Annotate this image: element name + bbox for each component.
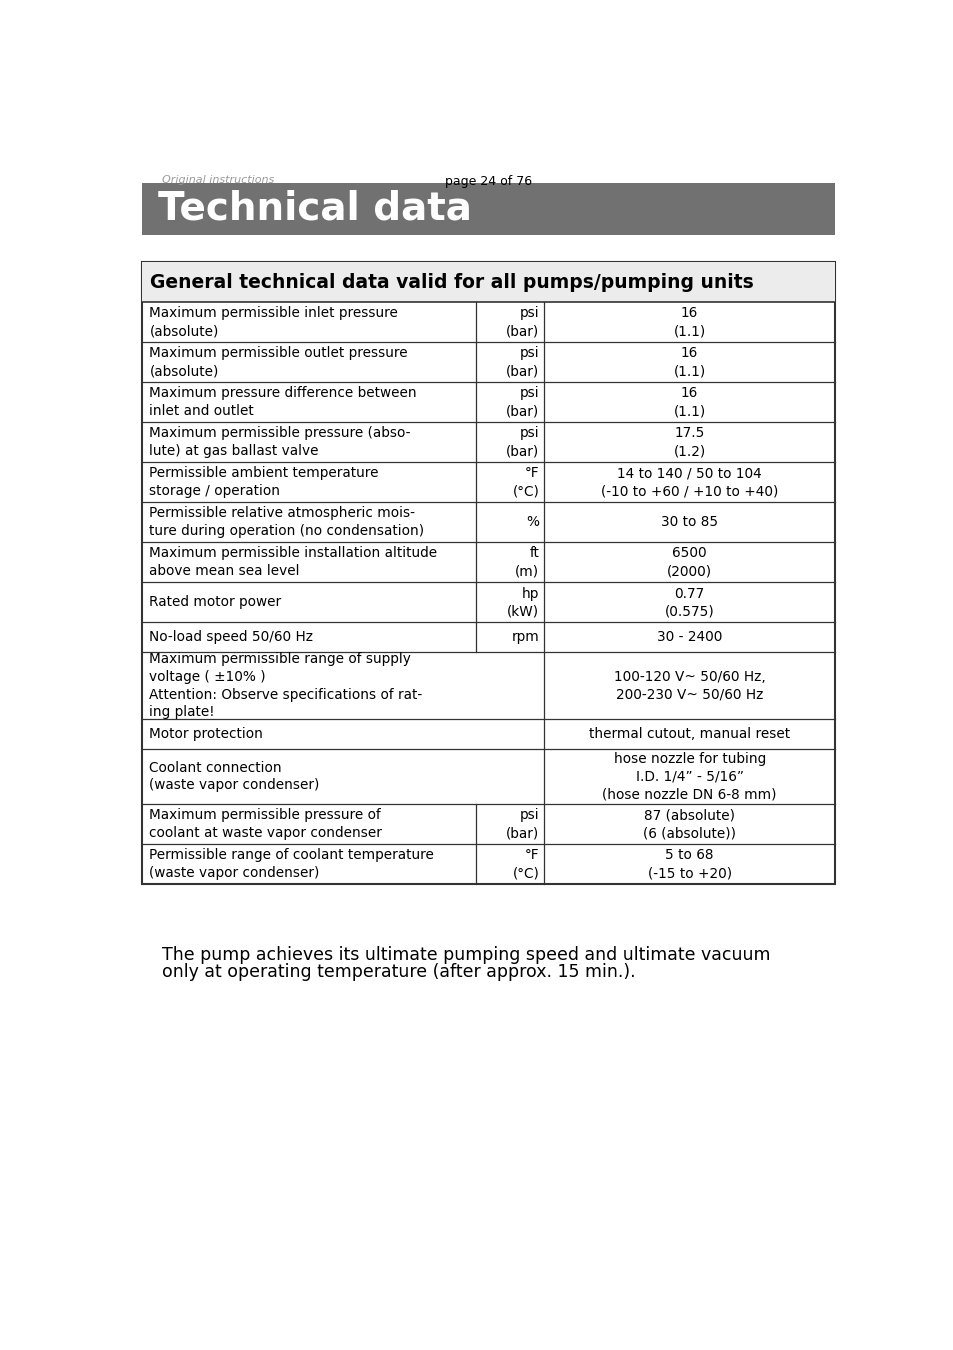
Text: 16
(1.1): 16 (1.1) <box>673 347 705 378</box>
Text: 16
(1.1): 16 (1.1) <box>673 386 705 418</box>
Bar <box>142 262 835 302</box>
Text: ft
(m): ft (m) <box>515 547 538 578</box>
Text: 17.5
(1.2): 17.5 (1.2) <box>673 427 705 458</box>
Text: 0.77
(0.575): 0.77 (0.575) <box>664 586 714 618</box>
Text: 16
(1.1): 16 (1.1) <box>673 306 705 338</box>
Text: 5 to 68
(-15 to +20): 5 to 68 (-15 to +20) <box>647 848 731 880</box>
Text: Original instructions: Original instructions <box>162 176 274 185</box>
Text: Permissible ambient temperature
storage / operation: Permissible ambient temperature storage … <box>150 466 378 498</box>
Text: Maximum permissible range of supply
voltage ( ±10% )
Attention: Observe specific: Maximum permissible range of supply volt… <box>150 652 422 720</box>
Text: hp
(kW): hp (kW) <box>507 586 538 618</box>
Text: Maximum permissible outlet pressure
(absolute): Maximum permissible outlet pressure (abs… <box>150 347 408 378</box>
Text: 14 to 140 / 50 to 104
(-10 to +60 / +10 to +40): 14 to 140 / 50 to 104 (-10 to +60 / +10 … <box>600 466 778 498</box>
Text: Maximum permissible pressure (abso-
lute) at gas ballast valve: Maximum permissible pressure (abso- lute… <box>150 427 411 458</box>
Text: rpm: rpm <box>511 630 538 644</box>
Text: Maximum pressure difference between
inlet and outlet: Maximum pressure difference between inle… <box>150 386 416 418</box>
Text: 6500
(2000): 6500 (2000) <box>666 547 712 578</box>
Bar <box>142 262 835 884</box>
Text: No-load speed 50/60 Hz: No-load speed 50/60 Hz <box>150 630 314 644</box>
Text: Permissible relative atmospheric mois-
ture during operation (no condensation): Permissible relative atmospheric mois- t… <box>150 506 424 539</box>
Text: psi
(bar): psi (bar) <box>505 306 538 338</box>
Text: thermal cutout, manual reset: thermal cutout, manual reset <box>588 728 789 741</box>
Text: psi
(bar): psi (bar) <box>505 347 538 378</box>
Text: Permissible range of coolant temperature
(waste vapor condenser): Permissible range of coolant temperature… <box>150 848 434 880</box>
Text: psi
(bar): psi (bar) <box>505 386 538 418</box>
Bar <box>142 182 835 235</box>
Text: Technical data: Technical data <box>158 190 472 228</box>
Text: Maximum permissible pressure of
coolant at waste vapor condenser: Maximum permissible pressure of coolant … <box>150 809 382 840</box>
Text: Maximum permissible inlet pressure
(absolute): Maximum permissible inlet pressure (abso… <box>150 306 398 338</box>
Text: 30 to 85: 30 to 85 <box>660 516 718 529</box>
Text: hose nozzle for tubing
I.D. 1/4” - 5/16”
(hose nozzle DN 6-8 mm): hose nozzle for tubing I.D. 1/4” - 5/16”… <box>601 752 776 802</box>
Text: Maximum permissible installation altitude
above mean sea level: Maximum permissible installation altitud… <box>150 547 437 578</box>
Text: %: % <box>526 516 538 529</box>
Text: only at operating temperature (after approx. 15 min.).: only at operating temperature (after app… <box>162 963 635 981</box>
Text: 30 - 2400: 30 - 2400 <box>657 630 721 644</box>
Text: Rated motor power: Rated motor power <box>150 595 281 609</box>
Text: °F
(°C): °F (°C) <box>512 848 538 880</box>
Text: General technical data valid for all pumps/pumping units: General technical data valid for all pum… <box>150 273 753 292</box>
Text: psi
(bar): psi (bar) <box>505 427 538 458</box>
Text: 100-120 V~ 50/60 Hz,
200-230 V~ 50/60 Hz: 100-120 V~ 50/60 Hz, 200-230 V~ 50/60 Hz <box>613 670 764 702</box>
Text: psi
(bar): psi (bar) <box>505 809 538 840</box>
Text: The pump achieves its ultimate pumping speed and ultimate vacuum: The pump achieves its ultimate pumping s… <box>162 946 770 964</box>
Text: Motor protection: Motor protection <box>150 728 263 741</box>
Text: page 24 of 76: page 24 of 76 <box>445 176 532 188</box>
Text: Coolant connection
(waste vapor condenser): Coolant connection (waste vapor condense… <box>150 760 319 792</box>
Text: °F
(°C): °F (°C) <box>512 466 538 498</box>
Text: 87 (absolute)
(6 (absolute)): 87 (absolute) (6 (absolute)) <box>642 809 736 840</box>
